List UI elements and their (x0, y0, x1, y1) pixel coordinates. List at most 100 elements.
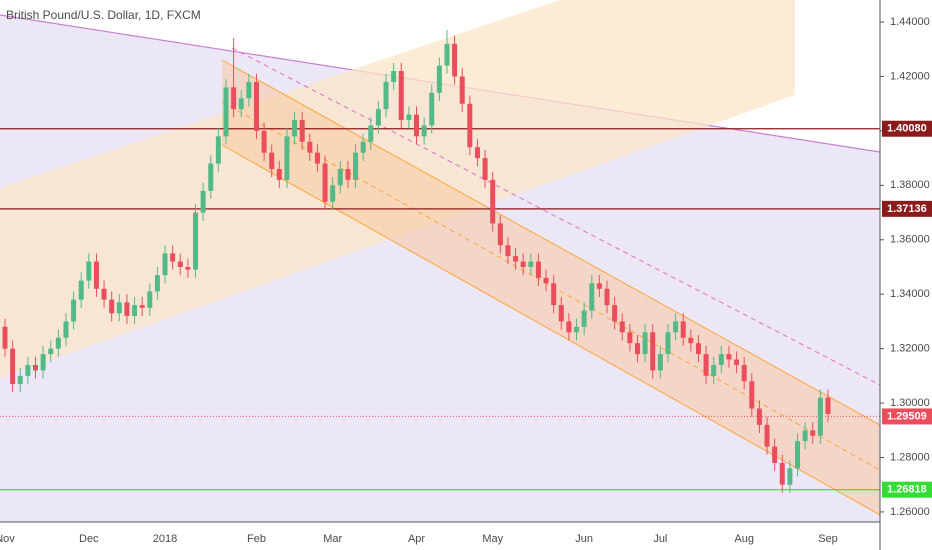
candle-body (32, 364, 38, 371)
candle-body (414, 114, 419, 137)
candle-body (330, 185, 336, 202)
candle-body (292, 120, 298, 137)
price-label-box (882, 408, 932, 425)
candle-body (170, 253, 176, 262)
y-tick-label: 1.42000 (890, 70, 930, 82)
time-axis (0, 522, 880, 550)
candle-body (17, 375, 23, 385)
x-tick-label: Jun (575, 533, 593, 545)
candle-body (528, 261, 534, 267)
candle-body (193, 212, 199, 270)
candle-body (2, 326, 8, 349)
candle-body (650, 332, 656, 371)
candle-body (490, 179, 496, 224)
candle-body (505, 245, 511, 257)
candle-body (253, 81, 259, 131)
candle-body (391, 71, 397, 82)
candle-body (132, 305, 138, 316)
candle-body (200, 190, 206, 213)
x-tick-label: Feb (247, 533, 266, 545)
y-tick-label: 1.26000 (890, 506, 930, 518)
candle-body (779, 462, 785, 485)
candles (2, 30, 831, 493)
candle-body (322, 163, 328, 202)
candle-body (231, 87, 237, 110)
channel-lower (221, 144, 880, 516)
chart-title: British Pound/U.S. Dollar, 1D, FXCM (6, 8, 201, 22)
candle-body (695, 343, 701, 355)
candle-body (63, 321, 69, 338)
axis-labels: 1.26000 1.28000 1.30000 1.32000 1.34000 1.360… (0, 16, 932, 545)
y-tick-label: 1.38000 (890, 179, 930, 191)
x-tick-label: Sep (818, 533, 838, 545)
candle-body (467, 103, 473, 148)
price-label: 1.37136 (887, 203, 927, 215)
candle-body (86, 261, 92, 281)
candle-body (619, 321, 625, 333)
candle-body (139, 305, 145, 308)
candle-body (589, 283, 595, 311)
candle-body (513, 256, 519, 262)
candle-body (368, 125, 374, 142)
candle-body (444, 43, 450, 66)
candle-body (238, 98, 244, 110)
candle-body (642, 332, 648, 355)
candle-body (314, 152, 320, 164)
candle-body (566, 321, 572, 333)
candle-body (604, 288, 610, 306)
candle-body (474, 147, 480, 159)
candle-body (543, 277, 549, 284)
x-tick-label: Apr (408, 533, 425, 545)
candle-body (787, 468, 793, 485)
candle-body (269, 152, 275, 170)
x-tick-label: Dec (79, 533, 99, 545)
candle-body (497, 223, 503, 246)
candle-body (657, 354, 663, 371)
candle-body (48, 348, 54, 355)
candle-body (673, 321, 679, 333)
candle-body (703, 354, 709, 376)
candle-body (25, 364, 31, 376)
candle-body (436, 65, 442, 93)
candle-body (551, 283, 557, 306)
candle-body (398, 71, 404, 121)
candle-body (10, 348, 16, 385)
dashed-trend (231, 47, 880, 386)
candle-body (718, 354, 724, 365)
price-axis (880, 0, 932, 550)
x-tick-label: 2018 (153, 533, 177, 545)
candle-body (711, 364, 717, 376)
x-tick-label: Aug (734, 533, 754, 545)
candle-body (276, 169, 282, 180)
candle-body (459, 76, 465, 104)
x-tick-label: Nov (0, 533, 15, 545)
candle-body (154, 275, 160, 292)
price-label-box (882, 200, 932, 217)
price-lines (0, 128, 880, 491)
x-tick-label: Jul (653, 533, 667, 545)
candle-body (116, 302, 122, 314)
y-tick-label: 1.30000 (890, 397, 930, 409)
candle-body (802, 430, 808, 442)
candle-body (345, 169, 351, 180)
candle-body (147, 291, 153, 308)
candle-body (726, 354, 732, 360)
candle-body (810, 430, 816, 436)
candle-body (299, 120, 305, 142)
candle-body (261, 130, 267, 153)
candle-body (215, 136, 221, 164)
candle-body (307, 141, 313, 153)
candle-body (101, 288, 107, 300)
candle-body (375, 109, 381, 126)
candle-body (756, 408, 762, 425)
channel-upper (221, 59, 880, 426)
candle-body (665, 332, 671, 355)
candle-body (596, 283, 602, 289)
candle-body (185, 266, 191, 270)
y-tick-label: 1.36000 (890, 234, 930, 246)
y-tick-label: 1.28000 (890, 451, 930, 463)
price-label: 1.29509 (887, 410, 927, 422)
candle-body (208, 163, 214, 191)
candle-body (741, 364, 747, 382)
